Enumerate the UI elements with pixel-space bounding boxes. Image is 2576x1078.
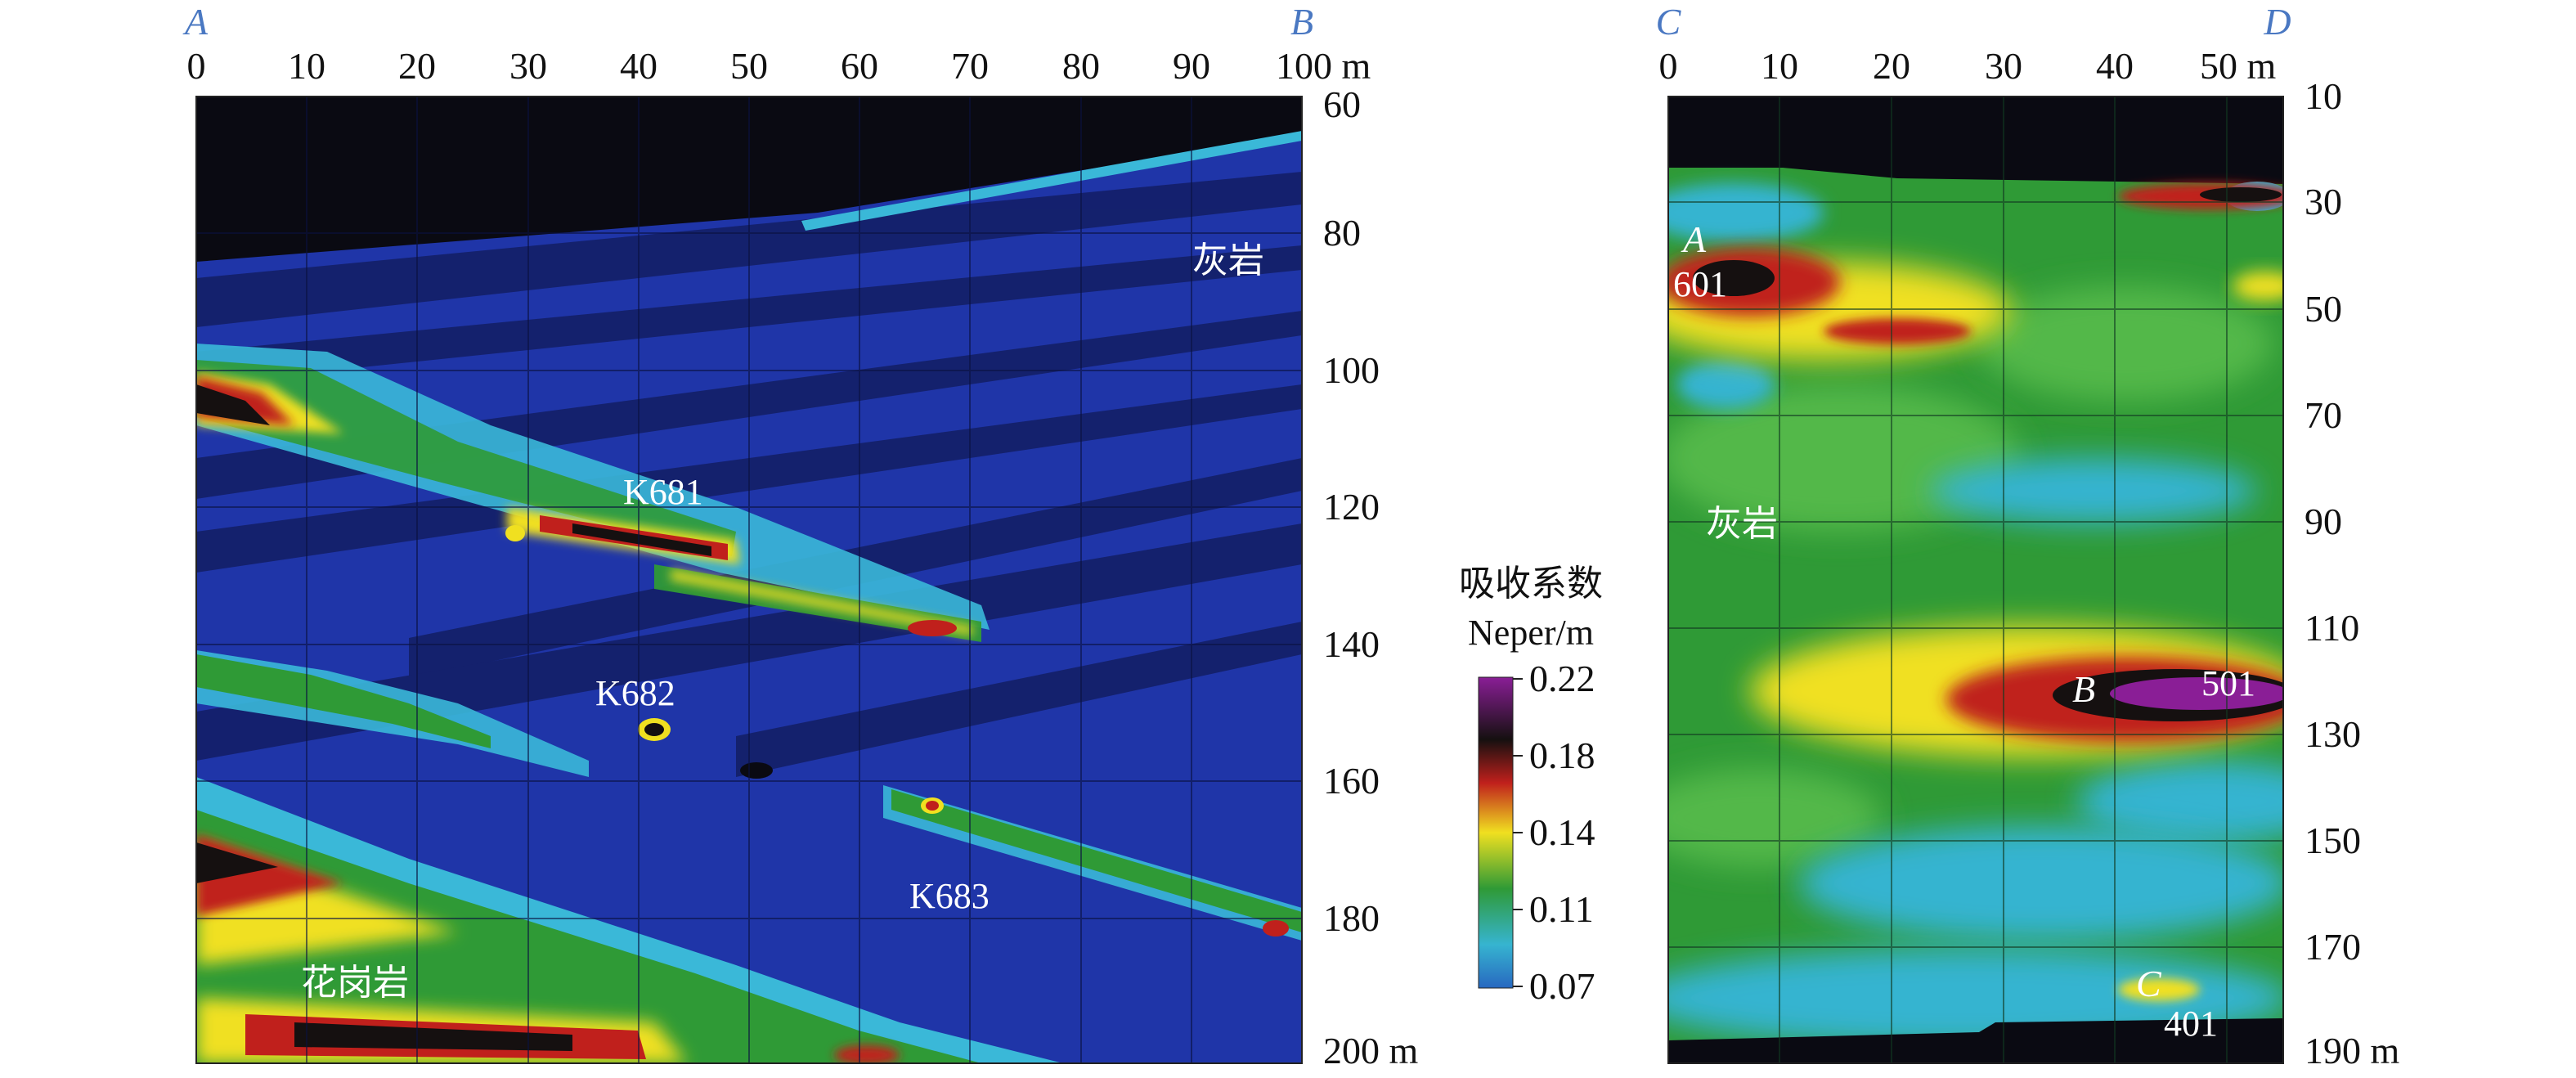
point-c-value: 401 <box>2164 1004 2218 1044</box>
y-tick: 180 <box>1323 897 1380 939</box>
point-a-label: A <box>1681 218 1707 260</box>
legend-tick: 0.22 <box>1529 658 1595 699</box>
corner-b: B <box>1290 1 1313 43</box>
y-tick: 120 <box>1323 486 1380 528</box>
y-tick: 140 <box>1323 623 1380 665</box>
x-tick: 80 <box>1062 45 1100 87</box>
k681-label: K681 <box>623 472 703 512</box>
x-tick: 10 <box>1761 45 1798 87</box>
point-c-label: C <box>2136 963 2162 1004</box>
y-tick: 70 <box>2304 394 2342 436</box>
x-tick: 30 <box>1985 45 2022 87</box>
y-tick: 200 m <box>1323 1030 1419 1071</box>
point-b-value: 501 <box>2201 663 2255 703</box>
y-tick: 190 m <box>2304 1030 2400 1071</box>
k682-label: K682 <box>595 673 675 713</box>
left-y-axis: 60 80 100 120 140 160 180 200 m <box>1323 83 1419 1071</box>
x-tick: 50 m <box>2200 45 2277 87</box>
y-tick: 100 <box>1323 349 1380 391</box>
y-tick: 30 <box>2304 181 2342 222</box>
colorbar-legend: 吸收系数 Neper/m 0.22 0.18 0.14 0.11 0.07 <box>1459 563 1603 1007</box>
y-tick: 110 <box>2304 607 2359 649</box>
limestone-label-left: 灰岩 <box>1192 240 1264 281</box>
left-tomogram <box>196 97 1302 1063</box>
y-tick: 170 <box>2304 926 2361 968</box>
x-tick: 20 <box>398 45 436 87</box>
x-tick: 60 <box>841 45 878 87</box>
y-tick: 150 <box>2304 820 2361 861</box>
legend-title: 吸收系数 <box>1459 563 1603 604</box>
point-a-value: 601 <box>1673 264 1727 304</box>
limestone-label-right: 灰岩 <box>1706 503 1778 545</box>
y-tick: 60 <box>1323 83 1361 125</box>
granite-label: 花岗岩 <box>301 962 409 1004</box>
x-tick: 10 <box>288 45 325 87</box>
right-tomogram <box>1668 97 2283 1063</box>
x-tick: 40 <box>2096 45 2134 87</box>
y-tick: 130 <box>2304 713 2361 755</box>
x-tick: 90 <box>1173 45 1210 87</box>
y-tick: 160 <box>1323 760 1380 802</box>
legend-tick: 0.18 <box>1529 734 1595 776</box>
legend-colorbar <box>1478 676 1514 989</box>
legend-tick: 0.07 <box>1529 965 1595 1007</box>
y-tick: 80 <box>1323 212 1361 254</box>
x-tick: 70 <box>951 45 989 87</box>
x-tick: 40 <box>620 45 657 87</box>
left-x-axis: 0 10 20 30 40 50 60 70 80 90 100 m <box>187 45 1371 87</box>
point-b-label: B <box>2072 668 2095 710</box>
corner-c: C <box>1656 1 1682 43</box>
x-tick: 100 m <box>1276 45 1371 87</box>
right-y-axis: 10 30 50 70 90 110 130 150 170 190 m <box>2304 75 2400 1071</box>
right-x-axis: 0 10 20 30 40 50 m <box>1659 45 2277 87</box>
right-panel-frame <box>1667 96 2284 1064</box>
x-tick: 30 <box>509 45 547 87</box>
y-tick: 90 <box>2304 501 2342 542</box>
legend-tick: 0.11 <box>1529 888 1594 930</box>
corner-d: D <box>2263 1 2291 43</box>
x-tick: 0 <box>187 45 206 87</box>
legend-tick: 0.14 <box>1529 811 1595 853</box>
y-tick: 10 <box>2304 75 2342 117</box>
y-tick: 50 <box>2304 288 2342 330</box>
corner-a: A <box>182 1 209 43</box>
x-tick: 20 <box>1873 45 1910 87</box>
x-tick: 50 <box>730 45 768 87</box>
legend-unit: Neper/m <box>1468 613 1594 653</box>
left-panel-frame <box>195 96 1303 1064</box>
x-tick: 0 <box>1659 45 1678 87</box>
k683-label: K683 <box>909 876 990 916</box>
